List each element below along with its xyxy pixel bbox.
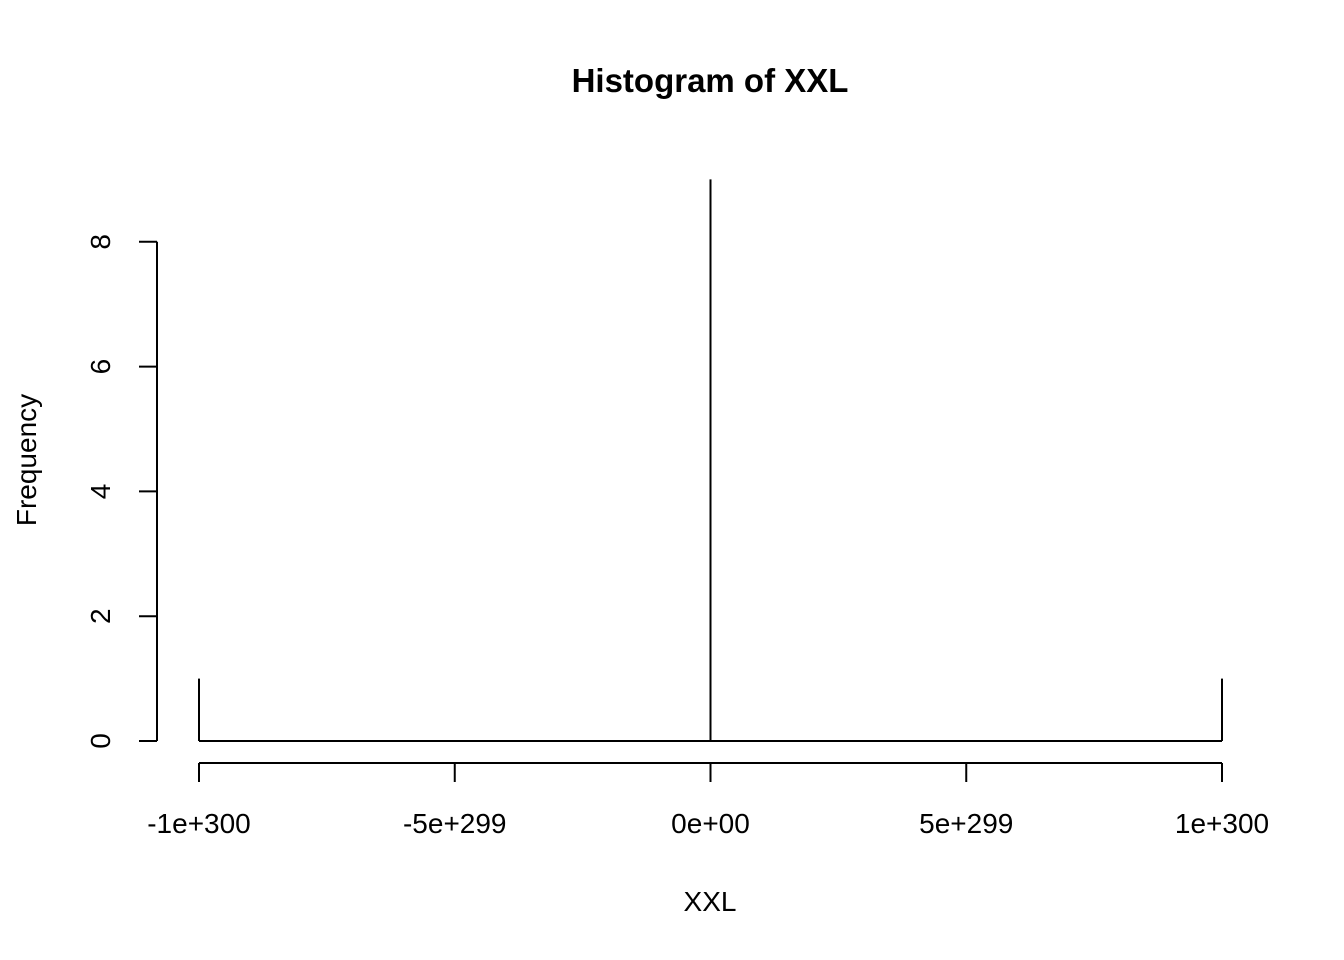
chart-title: Histogram of XXL — [572, 62, 849, 99]
y-tick-label: 8 — [85, 234, 116, 250]
histogram-bars — [198, 179, 1223, 742]
x-axis-title: XXL — [684, 886, 737, 917]
y-tick-label: 4 — [85, 484, 116, 500]
x-tick-label: 5e+299 — [919, 808, 1013, 839]
x-tick-label: 1e+300 — [1175, 808, 1269, 839]
y-tick-label: 6 — [85, 359, 116, 375]
x-tick-label: -5e+299 — [403, 808, 507, 839]
x-axis: -1e+300 -5e+299 0e+00 5e+299 1e+300 — [147, 762, 1269, 839]
y-axis-title: Frequency — [11, 394, 42, 526]
x-tick-label: 0e+00 — [671, 808, 750, 839]
y-tick-label: 0 — [85, 733, 116, 749]
y-tick-label: 2 — [85, 608, 116, 624]
y-axis: 0 2 4 6 8 — [85, 234, 158, 749]
x-tick-label: -1e+300 — [147, 808, 251, 839]
